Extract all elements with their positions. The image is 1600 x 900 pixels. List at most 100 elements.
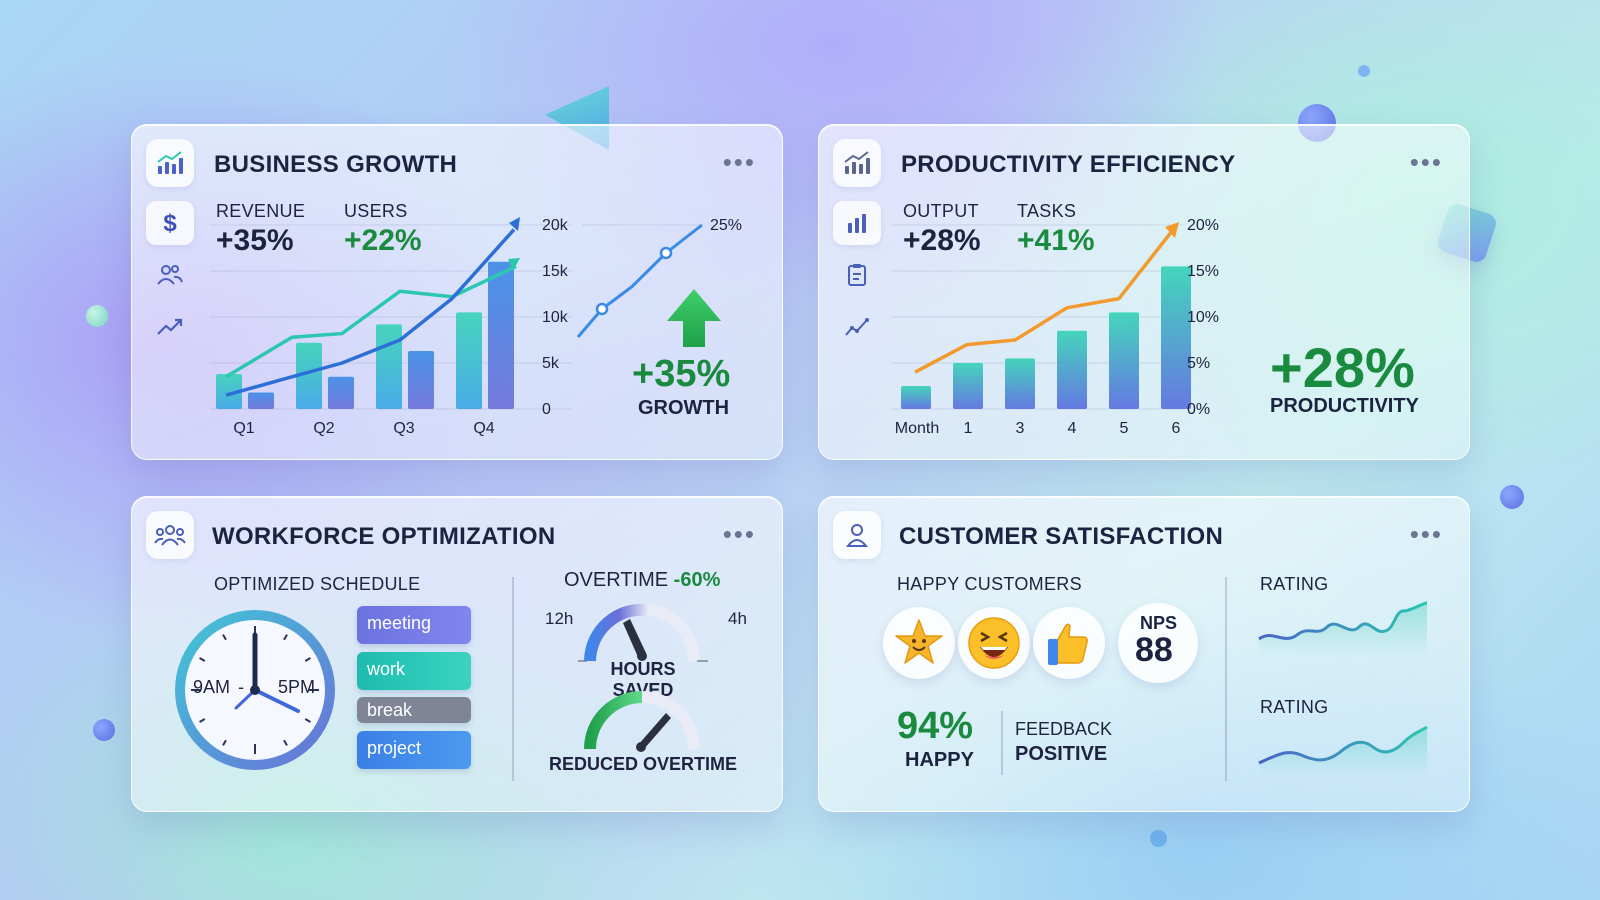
- revenue-value: +35%: [216, 224, 294, 257]
- card-title: PRODUCTIVITY EFFICIENCY: [901, 151, 1236, 178]
- series-line: [225, 228, 516, 397]
- series-line: [576, 223, 703, 338]
- y-tick-label: 25%: [710, 217, 742, 234]
- more-options-icon[interactable]: •••: [1409, 147, 1443, 177]
- card-title: BUSINESS GROWTH: [214, 151, 458, 178]
- x-axis-label: Month: [895, 420, 939, 437]
- bar: [1057, 330, 1087, 409]
- overtime-label: OVERTIME: [564, 569, 669, 591]
- productivity-chart: 20% 15% 10% 5% 0% Month 1 3 4 5 6: [891, 217, 1219, 437]
- y-tick-label: 20%: [1187, 217, 1219, 234]
- star-face-icon: [883, 607, 955, 679]
- growth-big-value: +35%: [632, 353, 731, 395]
- bar: [901, 386, 931, 409]
- productivity-card: PRODUCTIVITY EFFICIENCY ••• OUTPUT +28% …: [818, 124, 1470, 460]
- x-tick-label: 4: [1068, 420, 1077, 437]
- users-icon[interactable]: [146, 253, 194, 297]
- gauge-right-label: 4h: [728, 609, 747, 628]
- clipboard-icon[interactable]: [833, 253, 881, 297]
- users-label: USERS: [344, 201, 408, 221]
- more-options-icon[interactable]: •••: [1409, 519, 1443, 549]
- clock-tick: [283, 739, 288, 746]
- side-nav: [833, 201, 881, 357]
- divider: [1001, 711, 1003, 775]
- schedule-tag-work[interactable]: work: [357, 652, 471, 690]
- tasks-metric: TASKS +41%: [1017, 201, 1095, 258]
- dollar-icon[interactable]: $: [146, 201, 194, 245]
- decorative-dot: [1150, 830, 1167, 847]
- team-icon[interactable]: [146, 511, 194, 559]
- chart-bar-up-icon[interactable]: [833, 139, 881, 187]
- satisfaction-card: CUSTOMER SATISFACTION ••• HAPPY CUSTOMER…: [818, 496, 1470, 812]
- business-growth-card: BUSINESS GROWTH ••• $ REVENUE +35% USERS…: [131, 124, 783, 460]
- schedule-tag-meeting[interactable]: meeting: [357, 606, 471, 644]
- trend-up-icon[interactable]: [146, 305, 194, 349]
- output-label: OUTPUT: [903, 201, 979, 221]
- decorative-dot: [1500, 485, 1524, 509]
- x-tick-label: 1: [964, 420, 973, 437]
- y-tick-label: 20k: [542, 217, 569, 234]
- reduced-overtime-label: REDUCED OVERTIME: [548, 754, 737, 774]
- decorative-dot: [93, 719, 115, 741]
- x-tick-label: 6: [1172, 420, 1181, 437]
- happy-percent: 94%: [897, 705, 974, 747]
- clock-tick: [222, 634, 227, 641]
- clock-tick: [199, 718, 206, 723]
- x-tick-label: Q3: [393, 420, 414, 437]
- bar: [953, 363, 983, 409]
- clock-separator: -: [238, 677, 244, 697]
- hours-saved-gauge-icon: [578, 603, 708, 662]
- revenue-label: REVENUE: [216, 201, 306, 221]
- y-tick-label: 15%: [1187, 263, 1219, 280]
- y-tick-label: 15k: [542, 263, 569, 280]
- clock-tick: [304, 657, 311, 662]
- revenue-metric: REVENUE +35%: [216, 201, 305, 258]
- nps-value: 88: [1135, 631, 1173, 669]
- clock-tick: [304, 718, 311, 723]
- bar: [408, 351, 434, 409]
- rating-label: RATING: [1260, 697, 1329, 717]
- chart-bar-up-icon[interactable]: [146, 139, 194, 187]
- workforce-card: WORKFORCE OPTIMIZATION ••• OPTIMIZED SCH…: [131, 496, 783, 812]
- rating-sparkline: [1258, 601, 1428, 657]
- happy-caption: HAPPY: [905, 749, 974, 771]
- overtime-value: -60%: [673, 569, 721, 591]
- growth-arrow-icon: [667, 289, 721, 347]
- clock-start-label: 9AM: [193, 677, 231, 697]
- reduced-overtime-gauge-icon: [584, 691, 700, 752]
- divider: [1225, 577, 1227, 781]
- output-value: +28%: [903, 224, 981, 257]
- clock-end-label: 5PM: [278, 677, 316, 697]
- overtime-heading: OVERTIME -60%: [564, 569, 720, 592]
- happy-customers-label: HAPPY CUSTOMERS: [897, 574, 1082, 594]
- x-tick-label: Q2: [313, 420, 334, 437]
- data-point: [595, 302, 609, 316]
- decorative-dot: [86, 305, 108, 327]
- clock-tick: [222, 739, 227, 746]
- bar: [376, 324, 402, 409]
- y-tick-label: 5k: [542, 355, 560, 372]
- schedule-tag-break[interactable]: break: [357, 697, 471, 723]
- bar-chart-icon[interactable]: [833, 201, 881, 245]
- rating-sparkline: [1258, 725, 1428, 775]
- tasks-label: TASKS: [1017, 201, 1077, 221]
- more-options-icon[interactable]: •••: [722, 519, 756, 549]
- bar: [488, 261, 514, 409]
- users-metric: USERS +22%: [344, 201, 422, 258]
- bar: [248, 392, 274, 409]
- more-options-icon[interactable]: •••: [722, 147, 756, 177]
- card-title: WORKFORCE OPTIMIZATION: [212, 523, 556, 550]
- schedule-tag-project[interactable]: project: [357, 731, 471, 769]
- arrow-head: [1165, 222, 1179, 238]
- tasks-value: +41%: [1017, 224, 1095, 257]
- users-value: +22%: [344, 224, 422, 257]
- y-tick-label: 10%: [1187, 309, 1219, 326]
- y-tick-label: 0%: [1187, 401, 1210, 418]
- clock-tick: [283, 634, 288, 641]
- user-icon[interactable]: [833, 511, 881, 559]
- nps-badge: [1118, 603, 1198, 683]
- line-chart-icon[interactable]: [833, 305, 881, 349]
- clock-tick: [199, 657, 206, 662]
- clock-icon: [175, 610, 335, 770]
- output-metric: OUTPUT +28%: [903, 201, 981, 258]
